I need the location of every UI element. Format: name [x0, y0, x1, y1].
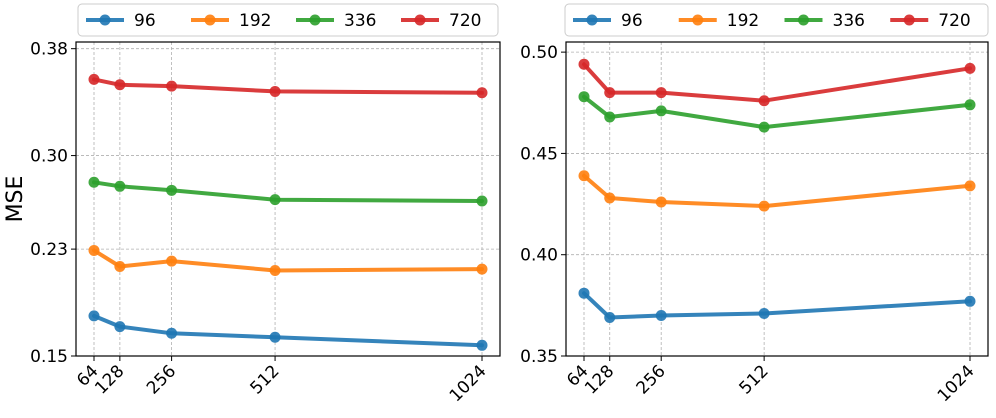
legend-marker-192: [692, 14, 704, 26]
data-point-336-256: [655, 105, 667, 117]
data-point-336-256: [166, 184, 178, 196]
data-point-96-256: [166, 327, 178, 339]
legend-label-96: 96: [134, 11, 156, 31]
legend-box: [564, 3, 989, 37]
series-line-192: [582, 173, 972, 209]
legend-marker-720: [414, 14, 426, 26]
data-point-96-128: [604, 312, 616, 324]
data-point-192-256: [655, 196, 667, 208]
series-line-720: [582, 62, 972, 103]
legend: 96 192 336 720: [564, 3, 989, 37]
series-line-336: [582, 94, 972, 130]
data-point-720-64: [88, 73, 100, 85]
data-point-336-128: [114, 180, 126, 192]
data-point-720-1024: [964, 62, 976, 74]
data-point-96-64: [88, 310, 100, 322]
x-tick-label: 256: [633, 361, 670, 398]
data-point-336-1024: [964, 99, 976, 111]
legend-label-720: 720: [938, 11, 970, 31]
series-line-336: [92, 180, 484, 203]
x-tick-label: 256: [143, 361, 180, 398]
data-point-192-256: [166, 255, 178, 267]
data-point-720-512: [758, 95, 770, 107]
data-point-192-512: [269, 264, 281, 276]
plot-area-frame: [565, 41, 989, 357]
y-tick-label: 0.35: [520, 347, 558, 367]
data-point-96-256: [655, 309, 667, 321]
data-point-96-1024: [964, 295, 976, 307]
x-tick-label: 512: [247, 361, 284, 398]
data-point-192-128: [604, 192, 616, 204]
plot-area-frame: [75, 41, 501, 357]
x-tick-label: 1024: [934, 361, 979, 406]
data-point-720-64: [578, 58, 590, 70]
legend-label-336: 336: [833, 11, 865, 31]
y-tick-label: 0.15: [30, 347, 68, 367]
data-point-96-128: [114, 321, 126, 333]
data-point-720-256: [655, 87, 667, 99]
data-point-192-64: [578, 170, 590, 182]
x-tick-label: 128: [91, 361, 128, 398]
data-point-96-512: [269, 331, 281, 343]
series-line-96: [92, 313, 484, 348]
y-tick-label: 0.38: [30, 40, 68, 60]
series-line-192: [92, 248, 484, 273]
data-point-192-1024: [964, 180, 976, 192]
legend-marker-96: [586, 14, 598, 26]
data-point-720-512: [269, 85, 281, 97]
data-point-336-64: [88, 176, 100, 188]
data-point-96-64: [578, 287, 590, 299]
x-tick-label: 1024: [446, 361, 491, 406]
y-axis-label: MSE: [3, 176, 28, 223]
data-point-192-1024: [476, 263, 488, 275]
data-point-336-512: [269, 194, 281, 206]
legend-marker-336: [309, 14, 321, 26]
legend-marker-192: [204, 14, 216, 26]
data-point-96-512: [758, 307, 770, 319]
data-point-336-64: [578, 91, 590, 103]
series-line-96: [582, 291, 972, 320]
data-point-336-512: [758, 121, 770, 133]
legend: 96 192 336 720: [77, 3, 499, 37]
legend-label-720: 720: [449, 11, 481, 31]
data-point-720-1024: [476, 87, 488, 99]
data-point-192-64: [88, 244, 100, 256]
data-point-720-128: [114, 79, 126, 91]
data-point-720-128: [604, 87, 616, 99]
series-line-720: [92, 77, 484, 95]
legend-marker-96: [99, 14, 111, 26]
data-point-192-128: [114, 260, 126, 272]
x-tick-label: 512: [736, 361, 773, 398]
y-tick-label: 0.40: [520, 246, 558, 266]
data-point-720-256: [166, 80, 178, 92]
legend-label-336: 336: [344, 11, 376, 31]
legend-marker-336: [798, 14, 809, 26]
legend-box: [77, 3, 499, 37]
y-tick-label: 0.30: [30, 147, 68, 167]
x-tick-label: 128: [581, 361, 618, 398]
legend-label-192: 192: [727, 11, 759, 31]
data-point-336-128: [604, 111, 616, 123]
data-point-336-1024: [476, 195, 488, 207]
legend-marker-720: [903, 14, 915, 26]
y-tick-label: 0.23: [30, 240, 68, 260]
legend-label-192: 192: [239, 11, 271, 31]
data-point-96-1024: [476, 339, 488, 351]
y-tick-label: 0.50: [520, 43, 558, 63]
data-point-192-512: [758, 200, 770, 212]
legend-label-96: 96: [621, 11, 643, 31]
y-tick-label: 0.45: [520, 144, 558, 164]
